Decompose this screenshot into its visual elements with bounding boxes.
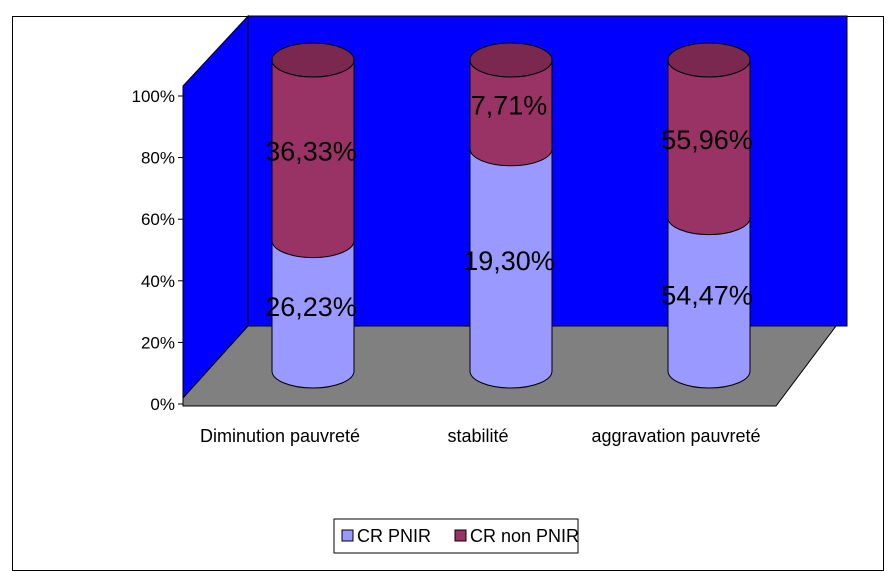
y-tick-label: 80%	[141, 149, 175, 168]
bar-segment-cr-non-pnir-aggravation-pauvrete	[667, 59, 751, 236]
bar-segment-cr-non-pnir-diminution-pauvrete	[271, 59, 355, 259]
category-label: stabilité	[447, 426, 508, 446]
y-tick-label: 40%	[141, 272, 175, 291]
cylinder-top-cap	[469, 42, 553, 78]
bar-segment-cr-pnir-diminution-pauvrete	[271, 240, 355, 389]
data-label-cr-pnir: 26,23%	[265, 292, 357, 322]
cylinder-diminution-pauvrete: 26,23% 36,33%	[265, 42, 357, 389]
data-label-cr-non-pnir: 55,96%	[661, 125, 753, 155]
legend: CR PNIR CR non PNIR	[333, 518, 579, 554]
category-labels: Diminution pauvreté stabilité aggravation …	[200, 426, 761, 446]
bar-segment-cr-pnir-aggravation-pauvrete	[667, 217, 751, 389]
y-tick-label: 20%	[141, 333, 175, 352]
legend-swatch	[454, 529, 467, 542]
cylinder-top-cap	[271, 42, 355, 78]
y-axis-ticks: 0% 20% 40% 60% 80% 100%	[132, 87, 183, 414]
cylinder-top-cap	[667, 42, 751, 78]
legend-label: CR PNIR	[357, 526, 431, 546]
data-label-cr-pnir: 54,47%	[661, 280, 753, 310]
y-tick-label: 60%	[141, 210, 175, 229]
cylinders: 26,23% 36,33% 19,30% 7,71% 54,47% 55,96%	[265, 42, 753, 389]
bar-segment-cr-pnir-stabilite	[469, 148, 553, 389]
category-label: Diminution pauvreté	[200, 426, 360, 446]
bar-segment-cr-non-pnir-stabilite	[469, 59, 553, 167]
y-tick-label: 0%	[150, 395, 175, 414]
data-label-cr-non-pnir: 7,71%	[471, 90, 548, 120]
data-label-cr-pnir: 19,30%	[463, 246, 555, 276]
category-label: aggravation pauvreté	[591, 426, 760, 446]
legend-label: CR non PNIR	[470, 526, 579, 546]
cylinder-aggravation-pauvrete: 54,47% 55,96%	[661, 42, 753, 389]
cylinder-stabilite: 19,30% 7,71%	[463, 42, 555, 389]
data-label-cr-non-pnir: 36,33%	[265, 136, 357, 166]
legend-swatch	[341, 529, 354, 542]
y-tick-label: 100%	[132, 87, 175, 106]
